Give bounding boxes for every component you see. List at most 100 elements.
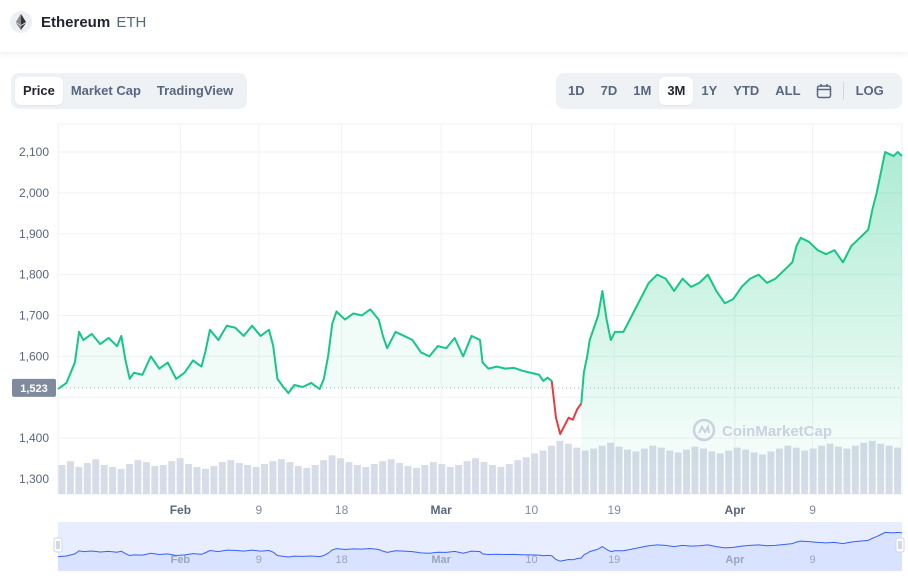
volume-bar [227, 460, 235, 494]
volume-bar [556, 440, 564, 494]
navigator-tick-label: 9 [256, 554, 262, 566]
volume-bar [235, 463, 243, 494]
range-1d[interactable]: 1D [568, 83, 585, 98]
volume-bar [142, 462, 150, 494]
volume-bar [210, 465, 218, 494]
volume-bar [193, 466, 201, 494]
volume-bar [109, 466, 117, 494]
volume-bar [126, 464, 133, 494]
y-tick-label: 1,600 [19, 349, 49, 363]
ethereum-diamond-icon [10, 11, 32, 33]
x-tick-label: 18 [335, 503, 349, 517]
navigator-left-handle[interactable] [53, 537, 63, 553]
volume-bar [379, 461, 387, 494]
coin-name: Ethereum [41, 14, 111, 31]
y-tick-label: 2,100 [19, 145, 49, 159]
volume-bar [488, 465, 496, 494]
toolbar-divider [842, 82, 844, 100]
range-1m[interactable]: 1M [633, 83, 652, 98]
volume-bar [277, 459, 285, 494]
y-tick-label: 1,700 [19, 309, 49, 323]
tab-price[interactable]: Price [15, 77, 63, 105]
coin-header: Ethereum ETH [0, 0, 908, 52]
coinmarketcap-logo-icon [692, 418, 716, 442]
price-line-above-reference [57, 308, 553, 395]
y-tick-label: 1,800 [19, 268, 49, 282]
navigator-tick-label: 10 [525, 554, 537, 566]
y-tick-label: 1,300 [19, 472, 49, 486]
range-navigator[interactable]: Feb 9 18 Mar 10 19 Apr 9 [53, 522, 905, 571]
volume-bar [100, 465, 108, 494]
volume-bar [286, 462, 294, 494]
coinmarketcap-watermark: CoinMarketCap [692, 418, 832, 442]
volume-bar [438, 464, 446, 494]
navigator-line [57, 531, 903, 562]
volume-bar [176, 458, 184, 494]
log-scale-button[interactable]: LOG [855, 83, 884, 98]
y-tick-label: 1,400 [19, 431, 49, 445]
navigator-tick-label: Apr [725, 554, 745, 566]
navigator-background [58, 522, 902, 571]
volume-bar [472, 458, 479, 494]
tab-market-cap[interactable]: Market Cap [70, 83, 141, 98]
navigator-tick-label: Mar [431, 554, 451, 566]
x-tick-label: Mar [431, 503, 453, 517]
y-tick-label: 2,000 [19, 186, 49, 200]
tab-tradingview[interactable]: TradingView [156, 83, 234, 98]
volume-bar [396, 463, 404, 494]
price-area-fill [581, 152, 902, 494]
volume-bar [261, 464, 268, 494]
x-tick-label: 10 [525, 503, 539, 517]
volume-bar [345, 462, 353, 494]
coin-symbol: ETH [116, 14, 147, 31]
volume-bar [311, 465, 319, 494]
reference-line: 1,523 [12, 378, 902, 397]
price-area [58, 152, 902, 494]
volume-bar [269, 461, 277, 494]
volume-bar [387, 459, 395, 494]
x-tick-label: 9 [809, 503, 816, 517]
range-7d[interactable]: 7D [600, 83, 618, 98]
time-range-toggle: 1D 7D 1M 3M 1Y YTD ALL LOG [556, 73, 902, 109]
navigator-tick-label: 19 [608, 554, 620, 566]
range-3m[interactable]: 3M [659, 77, 694, 105]
volume-bar [522, 457, 530, 494]
volume-bar [201, 468, 209, 494]
navigator-tick-label: Feb [171, 554, 191, 566]
volume-bar [514, 460, 522, 494]
reference-price-tag [12, 378, 56, 397]
navigator-tick-label: 18 [335, 554, 347, 566]
x-tick-label: Feb [170, 503, 191, 517]
range-all[interactable]: ALL [775, 83, 801, 98]
volume-bar [159, 465, 167, 494]
volume-bar [564, 443, 572, 494]
volume-bar [362, 466, 370, 494]
volume-bar [75, 466, 83, 494]
volume-bar [548, 445, 555, 494]
coin-title: Ethereum ETH [41, 14, 146, 31]
volume-bar [421, 465, 429, 494]
navigator-right-handle[interactable] [895, 537, 905, 553]
volume-bar [337, 458, 344, 494]
volume-bar [117, 468, 125, 494]
volume-bar [412, 467, 420, 494]
volume-bar [185, 464, 193, 494]
price-line-below-reference [550, 380, 583, 436]
volume-bar [294, 465, 302, 494]
y-axis: 1,300 1,400 1,600 1,700 1,800 1,900 2,000 2,100 [19, 145, 49, 486]
volume-bar [573, 447, 581, 494]
volume-bar [463, 461, 471, 494]
volume-bar [531, 453, 539, 494]
navigator-tick-label: 9 [809, 554, 815, 566]
volume-bar [83, 463, 91, 494]
x-tick-label: 9 [256, 503, 263, 517]
calendar-icon[interactable] [809, 77, 839, 105]
volume-bar [58, 465, 66, 494]
range-1y[interactable]: 1Y [701, 83, 718, 98]
volume-bar [497, 466, 505, 494]
chart-view-toggle: Price Market Cap TradingView [11, 73, 247, 109]
range-ytd[interactable]: YTD [733, 83, 760, 98]
volume-bar [353, 465, 361, 494]
volume-bar [218, 462, 226, 494]
